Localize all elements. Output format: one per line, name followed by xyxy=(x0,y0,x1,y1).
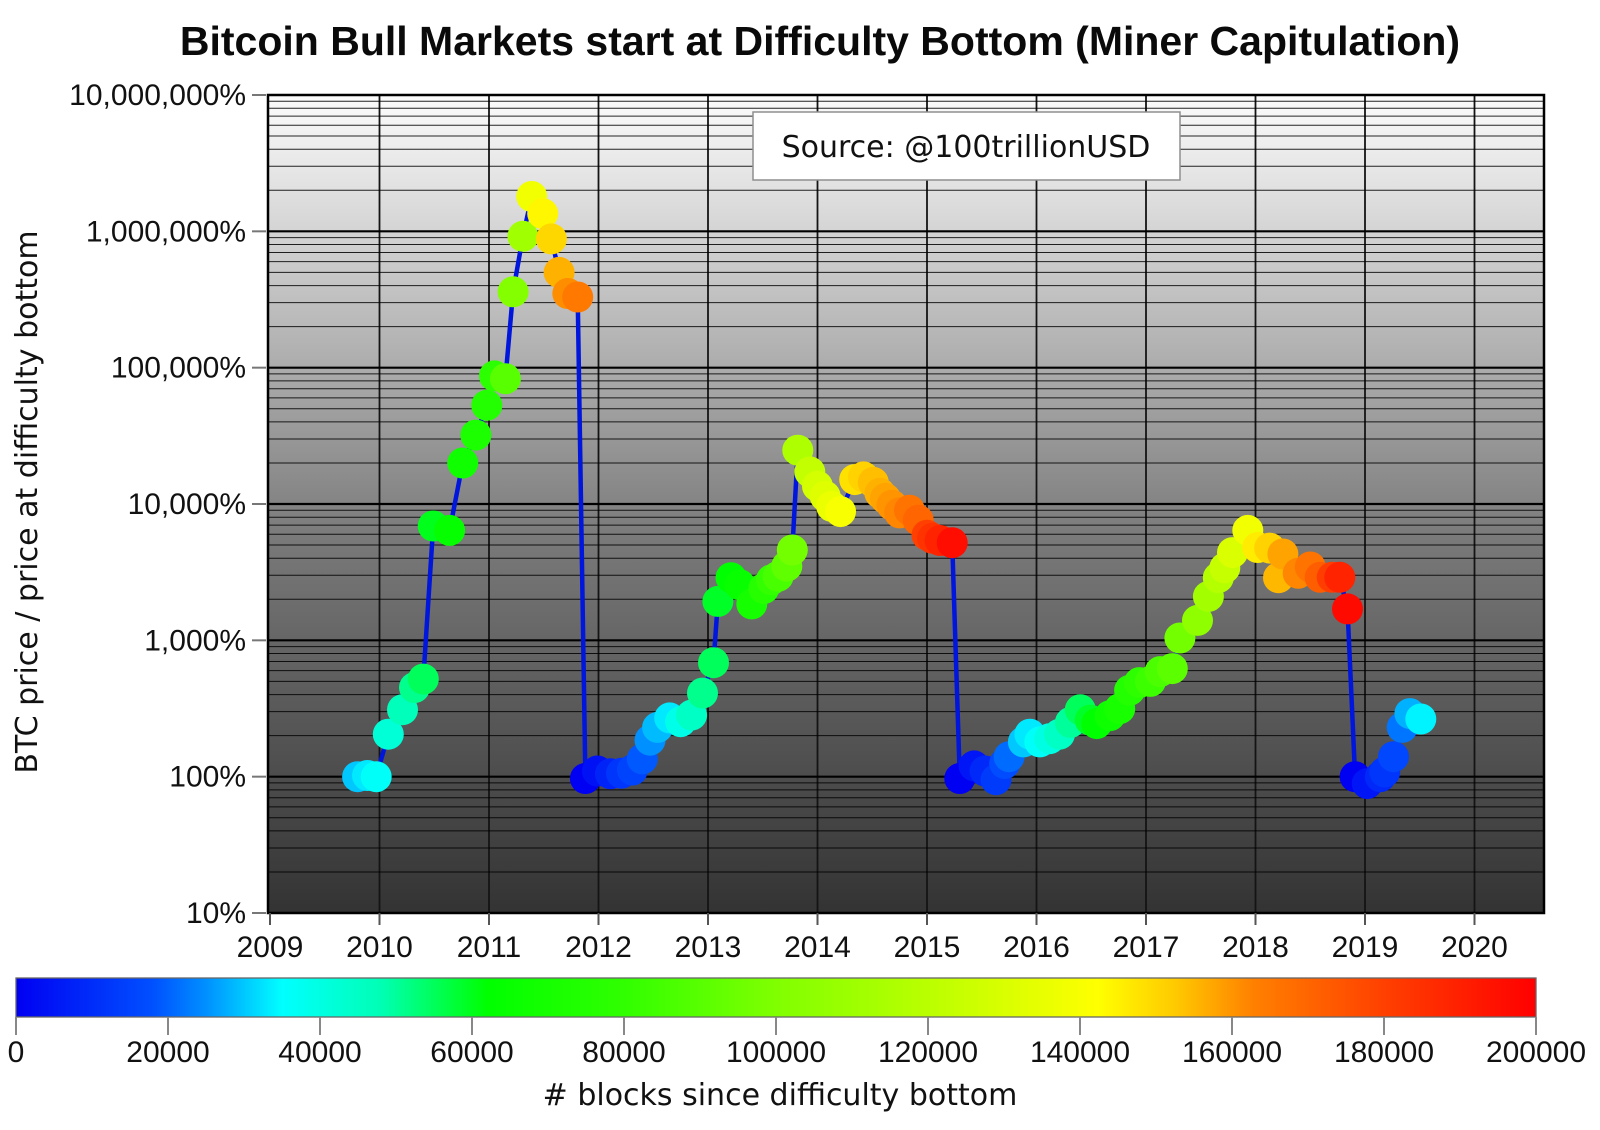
scatter-point xyxy=(1182,604,1213,636)
source-annotation-text: Source: @100trillionUSD xyxy=(782,130,1151,165)
data-layer xyxy=(342,181,1437,800)
colorbar-tick-label: 160000 xyxy=(1182,1036,1282,1069)
chart-title: Bitcoin Bull Markets start at Difficulty… xyxy=(180,18,1460,64)
source-annotation-box xyxy=(752,111,1181,181)
x-tick-label: 2020 xyxy=(1441,931,1508,964)
scatter-point xyxy=(434,514,466,546)
x-tick-label: 2012 xyxy=(565,931,632,964)
colorbar-label: # blocks since difficulty bottom xyxy=(543,1078,1018,1113)
y-tick-label: 10% xyxy=(186,897,246,930)
x-tick-label: 2016 xyxy=(1003,931,1070,964)
colorbar-ticks: 0 20000 40000 60000 80000 100000 120000 140000 1… xyxy=(8,1017,1586,1069)
axis-layer: 10,000,000% 1,000,000% 100,000% 10,000% 1,00… xyxy=(69,79,1508,964)
scatter-point xyxy=(936,527,968,559)
colorbar-tick-label: 180000 xyxy=(1334,1036,1434,1069)
x-tick-label: 2013 xyxy=(675,931,742,964)
plot-frame xyxy=(266,93,1546,915)
scatter-point xyxy=(1156,653,1188,685)
colorbar-tick-label: 80000 xyxy=(582,1036,665,1069)
scatter-point xyxy=(1217,537,1248,569)
scatter-point xyxy=(702,585,734,617)
colorbar: 0 20000 40000 60000 80000 100000 120000 140000 1… xyxy=(8,977,1586,1113)
colorbar-tick-label: 100000 xyxy=(726,1036,826,1069)
x-tick-label: 2017 xyxy=(1113,931,1180,964)
colorbar-tick-label: 140000 xyxy=(1030,1036,1130,1069)
scatter-point xyxy=(489,363,521,395)
colorbar-tick-label: 20000 xyxy=(126,1036,209,1069)
scatter-point xyxy=(776,534,808,566)
source-annotation: Source: @100trillionUSD xyxy=(752,111,1181,181)
scatter-point xyxy=(527,198,559,230)
scatter-point xyxy=(372,718,404,750)
y-tick-label: 1,000,000% xyxy=(86,215,246,248)
scatter-point xyxy=(360,761,392,793)
scatter-point xyxy=(1332,593,1363,625)
scatter-point xyxy=(1405,703,1437,735)
x-tick-label: 2019 xyxy=(1332,931,1399,964)
y-tick-label: 100% xyxy=(169,761,246,794)
scatter-point xyxy=(687,677,718,709)
scatter-point xyxy=(497,276,529,308)
colorbar-tick-label: 40000 xyxy=(278,1036,361,1069)
x-tick-label: 2011 xyxy=(457,931,522,964)
colorbar-tick-label: 0 xyxy=(8,1036,25,1069)
scatter-point xyxy=(698,647,729,679)
y-axis-label: BTC price / price at difficulty bottom xyxy=(10,230,45,773)
scatter-point xyxy=(407,663,439,695)
y-tick-label: 1,000% xyxy=(144,624,246,657)
colorbar-bar xyxy=(15,977,1537,1018)
y-tick-label: 10,000,000% xyxy=(69,79,246,112)
colorbar-tick-label: 60000 xyxy=(430,1036,513,1069)
scatter-point xyxy=(460,419,492,451)
x-tick-label: 2015 xyxy=(894,931,961,964)
y-tick-label: 10,000% xyxy=(128,488,246,521)
x-tick-label: 2014 xyxy=(784,931,851,964)
y-tick-label: 100,000% xyxy=(111,352,246,385)
x-tick-label: 2018 xyxy=(1222,931,1289,964)
colorbar-tick-label: 200000 xyxy=(1486,1036,1586,1069)
grid-layer xyxy=(268,95,1544,913)
x-tick-label: 2009 xyxy=(237,931,304,964)
x-tick-label: 2010 xyxy=(346,931,413,964)
colorbar-tick-label: 120000 xyxy=(878,1036,978,1069)
scatter-point xyxy=(825,496,856,528)
scatter-point xyxy=(471,389,503,421)
scatter-point xyxy=(447,447,479,479)
scatter-point xyxy=(1324,561,1356,593)
scatter-point xyxy=(1378,741,1409,773)
scatter-point xyxy=(535,223,567,255)
scatter-point xyxy=(507,220,539,252)
scatter-point xyxy=(562,281,594,313)
